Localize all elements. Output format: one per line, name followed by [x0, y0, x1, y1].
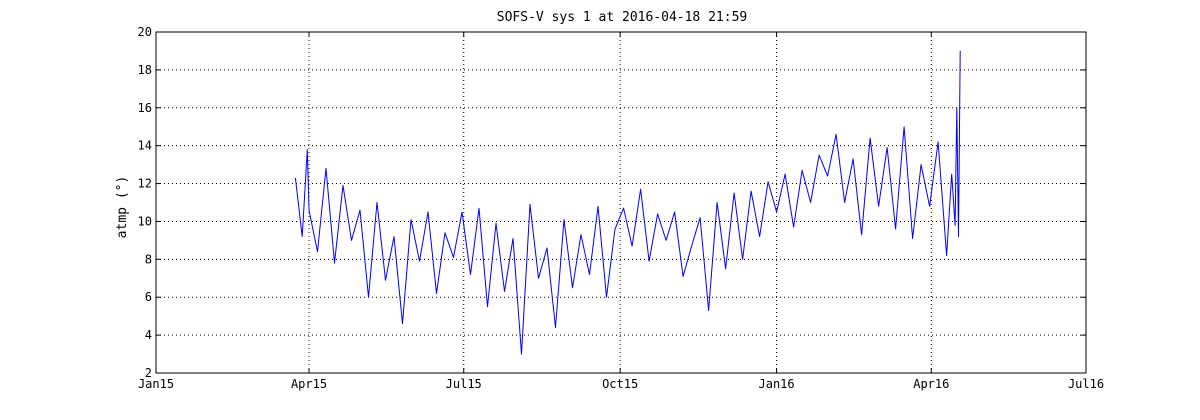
x-tick-label: Apr15 — [291, 377, 327, 391]
frame-layer — [155, 31, 1087, 374]
x-tick-label: Jul16 — [1068, 377, 1104, 391]
plot-frame — [155, 31, 1087, 374]
x-tick-label: Jan16 — [759, 377, 795, 391]
x-tick-label: Apr16 — [913, 377, 949, 391]
y-tick-label: 18 — [138, 63, 152, 77]
y-tick-label: 4 — [145, 328, 152, 342]
grid-layer — [156, 32, 1086, 373]
y-tick-label: 2 — [145, 366, 152, 380]
x-tick-label: Jan15 — [138, 377, 174, 391]
y-tick-label: 8 — [145, 252, 152, 266]
y-tick-label: 16 — [138, 101, 152, 115]
y-tick-label: 20 — [138, 25, 152, 39]
series-layer — [294, 50, 961, 355]
tick-layer: 2 4 6 8 10 12 14 16 18 20 Jan15 Apr15 Jul15 Oct15 Jan1… — [138, 25, 1105, 391]
chart-title: SOFS-V sys 1 at 2016-04-18 21:59 — [497, 10, 747, 25]
y-tick-label: 12 — [138, 177, 152, 191]
y-tick-label: 6 — [145, 290, 152, 304]
y-tick-label: 14 — [138, 139, 152, 153]
series-line-atmp — [294, 50, 961, 355]
y-axis-label: atmp (°) — [115, 176, 130, 239]
x-tick-label: Oct15 — [602, 377, 638, 391]
x-tick-label: Jul15 — [446, 377, 482, 391]
y-tick-label: 10 — [138, 214, 152, 228]
